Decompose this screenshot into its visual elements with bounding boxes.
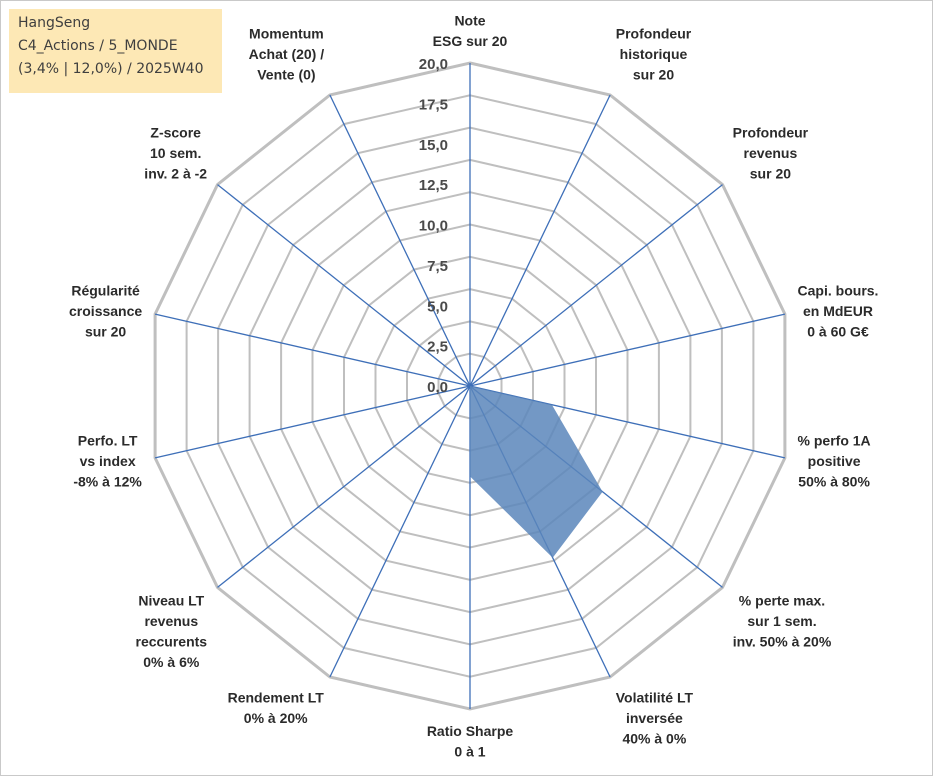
axis-label-line: 0 à 60 G€ (807, 324, 869, 340)
axis-label-line: inversée (626, 710, 683, 726)
axis-label-line: Momentum (249, 25, 324, 41)
axis-label-line: 40% à 0% (622, 731, 686, 747)
axis-label: Z-score 10 sem. inv. 2 à -2 (144, 125, 207, 182)
axis-label-line: revenus (144, 613, 198, 629)
axis-label-line: croissance (69, 303, 142, 319)
axis-label-line: % perfo 1A (798, 432, 871, 448)
axis-label-line: % perte max. (739, 593, 825, 609)
axis-label: % perte max. sur 1 sem. inv. 50% à 20% (733, 593, 832, 650)
tick-label: 10,0 (419, 218, 448, 235)
axis-label-line: ESG sur 20 (433, 33, 508, 49)
tick-label: 17,5 (419, 96, 448, 113)
tick-label: 20,0 (419, 56, 448, 73)
axis-label-line: inv. 2 à -2 (144, 166, 207, 182)
axis-label: Rendement LT 0% à 20% (228, 690, 325, 727)
axis-label: Profondeur historique sur 20 (616, 25, 692, 82)
tick-label: 5,0 (427, 298, 448, 315)
axis-label-line: Vente (0) (257, 66, 315, 82)
axis-label-line: Achat (20) / (249, 46, 325, 62)
info-category: C4_Actions / 5_MONDE (18, 35, 222, 58)
tick-label: 0,0 (427, 379, 448, 396)
axis-label: Volatilité LT inversée 40% à 0% (616, 690, 694, 747)
axis-label-line: 0% à 6% (143, 654, 200, 670)
axis-label: Capi. bours. en MdEUR 0 à 60 G€ (798, 283, 879, 340)
axis-label-line: sur 20 (85, 324, 126, 340)
axis-label-line: en MdEUR (803, 303, 873, 319)
tick-label: 12,5 (419, 177, 448, 194)
axis-label-line: sur 20 (633, 66, 674, 82)
axis-label: Niveau LT revenus reccurents 0% à 6% (136, 593, 208, 671)
axis-label-line: historique (620, 46, 688, 62)
axis-label: Régularité croissance sur 20 (69, 283, 142, 340)
axis-label-line: Rendement LT (228, 690, 325, 706)
axis-label-line: -8% à 12% (73, 473, 142, 489)
info-period: (3,4% | 12,0%) / 2025W40 (18, 58, 222, 81)
axis-label-line: 0% à 20% (244, 710, 308, 726)
axis-label-line: Profondeur (616, 25, 692, 41)
axis-label: Profondeur revenus sur 20 (733, 125, 809, 182)
info-box: HangSeng C4_Actions / 5_MONDE (3,4% | 12… (9, 9, 222, 93)
axis-label: Perfo. LT vs index -8% à 12% (73, 432, 142, 489)
axis-label: % perfo 1A positive 50% à 80% (798, 432, 871, 489)
tick-label: 15,0 (419, 137, 448, 154)
axis-label-line: vs index (80, 453, 136, 469)
axis-label-line: Ratio Sharpe (427, 723, 514, 739)
axis-label-line: Perfo. LT (78, 432, 138, 448)
axis-label: Note ESG sur 20 (433, 13, 508, 50)
axis-label-line: Régularité (71, 283, 140, 299)
axis-label-line: Niveau LT (138, 593, 204, 609)
axis-label-line: inv. 50% à 20% (733, 634, 832, 650)
axis-label-line: Volatilité LT (616, 690, 694, 706)
axis-label-line: reccurents (136, 634, 208, 650)
axis-labels: Note ESG sur 20 Profondeur historique sur 20… (69, 13, 878, 760)
axis-label-line: sur 1 sem. (747, 613, 816, 629)
axis-label-line: Profondeur (733, 125, 809, 141)
axis-label-line: 50% à 80% (798, 473, 870, 489)
axis-label-line: revenus (744, 145, 798, 161)
axis-label-line: Note (454, 13, 485, 29)
series-area (286, 344, 603, 558)
radial-tick-labels: 0,0 2,5 5,0 7,5 10,0 12,5 15,0 17,5 20,0 (419, 56, 448, 396)
axis-label-line: positive (808, 453, 861, 469)
axis-label-line: 10 sem. (150, 145, 201, 161)
info-title: HangSeng (18, 12, 222, 35)
axis-label-line: Capi. bours. (798, 283, 879, 299)
tick-label: 2,5 (427, 339, 448, 356)
tick-label: 7,5 (427, 258, 448, 275)
axis-label: Ratio Sharpe 0 à 1 (427, 723, 514, 760)
axis-label-line: sur 20 (750, 166, 791, 182)
radar-series (286, 344, 603, 558)
axis-label-line: 0 à 1 (454, 744, 485, 760)
axis-label: Momentum Achat (20) / Vente (0) (249, 25, 325, 82)
axis-label-line: Z-score (150, 125, 201, 141)
